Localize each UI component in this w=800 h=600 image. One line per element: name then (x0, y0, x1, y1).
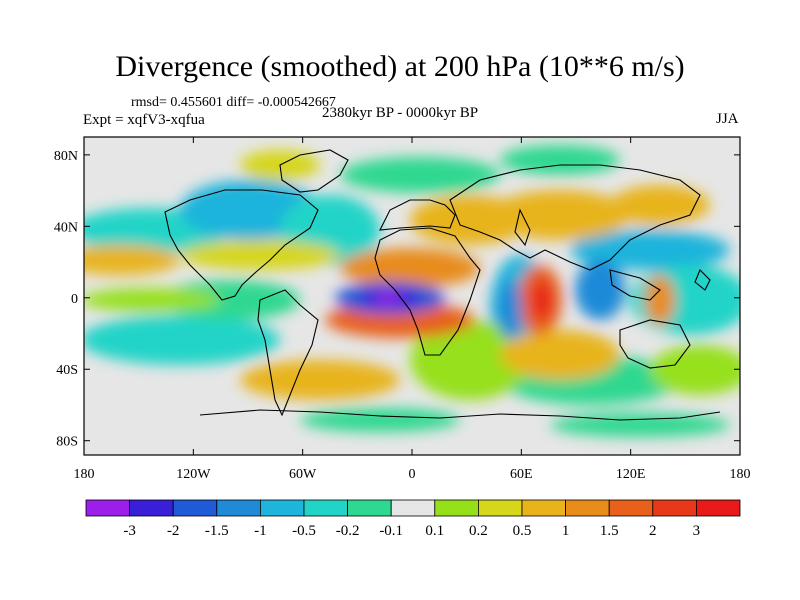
colorbar-label: 1.5 (600, 523, 619, 539)
colorbar-label: 3 (693, 523, 701, 539)
colorbar-swatch (172, 499, 218, 517)
colorbar-label: 0.5 (513, 523, 532, 539)
x-tick-label: 120W (176, 467, 211, 482)
colorbar-swatch (259, 499, 305, 517)
colorbar-label: -0.2 (336, 523, 360, 539)
y-tick-label: 0 (71, 292, 78, 307)
colorbar-label: 0.2 (469, 523, 488, 539)
colorbar-swatch (565, 499, 610, 517)
colorbar-label: -1 (254, 523, 267, 539)
colorbar-label: 2 (649, 523, 657, 539)
colorbar-swatch (696, 499, 741, 517)
colorbar-label: 0.1 (425, 523, 444, 539)
colorbar-label: 1 (562, 523, 570, 539)
y-tick-label: 40S (56, 363, 78, 378)
colorbar-swatch (129, 499, 174, 517)
x-tick-label: 60E (510, 467, 533, 482)
y-tick-label: 40N (54, 220, 78, 235)
y-tick-label: 80N (54, 149, 78, 164)
period-label: 2380kyr BP - 0000kyr BP (322, 105, 479, 121)
colorbar-swatch (347, 499, 392, 517)
x-tick-label: 120E (616, 467, 646, 482)
y-tick-label: 80S (56, 435, 78, 450)
colorbar-label: -0.1 (379, 523, 403, 539)
colorbar-swatch (652, 499, 697, 517)
divergence-field (84, 145, 740, 437)
x-tick-label: 0 (409, 467, 416, 482)
colorbar-swatch (521, 499, 566, 517)
plot-title: Divergence (smoothed) at 200 hPa (10**6 … (115, 50, 685, 83)
colorbar-label: -1.5 (205, 523, 229, 539)
coastlines (164, 149, 721, 421)
x-tick-label: 60W (289, 467, 317, 482)
season-label: JJA (716, 111, 739, 127)
x-tick-label: 180 (730, 467, 751, 482)
colorbar-swatch (85, 499, 130, 517)
colorbar-swatch (608, 499, 654, 517)
colorbar-swatch (216, 499, 261, 517)
rmsd-label: rmsd= 0.455601 diff= -0.000542667 (131, 95, 336, 110)
colorbar-swatch (303, 499, 348, 517)
colorbar-label: -2 (167, 523, 180, 539)
colorbar-label: -0.5 (292, 523, 316, 539)
experiment-label: Expt = xqfV3-xqfua (83, 112, 205, 128)
colorbar-label: -3 (123, 523, 136, 539)
colorbar-swatch (477, 499, 523, 517)
colorbar-swatch (390, 499, 436, 517)
colorbar-swatch (434, 499, 479, 517)
x-tick-label: 180 (74, 467, 95, 482)
